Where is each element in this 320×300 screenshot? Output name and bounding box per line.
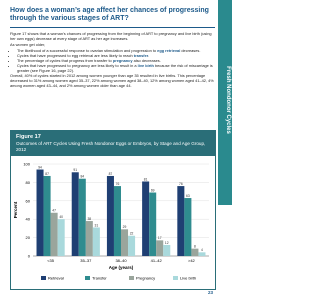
bullet-text: transfer bbox=[133, 53, 149, 58]
legend-swatch bbox=[85, 276, 90, 280]
intro: Figure 17 shows that a woman’s chances o… bbox=[10, 31, 212, 41]
bar bbox=[85, 221, 93, 256]
bar bbox=[43, 175, 51, 256]
data-label: 94 bbox=[38, 165, 42, 169]
bullet: Cycles that have progressed to pregnancy… bbox=[17, 63, 214, 73]
data-label: 17 bbox=[158, 236, 162, 240]
page-number: 23 bbox=[208, 290, 214, 295]
x-tick-label: >42 bbox=[188, 258, 196, 263]
y-tick-label: 100 bbox=[23, 162, 30, 167]
bullet-text: decreases. bbox=[180, 48, 201, 53]
figure-label: Figure 17 bbox=[16, 134, 41, 140]
data-label: 81 bbox=[144, 177, 148, 181]
legend-label: Retrieval bbox=[48, 276, 64, 281]
bullet-text: Cycles that have progressed to egg retri… bbox=[17, 53, 134, 58]
bullet-text: The percentage of cycles that progress f… bbox=[17, 58, 113, 63]
bullet-text: . bbox=[148, 53, 150, 58]
legend-label: Pregnancy bbox=[136, 276, 155, 281]
x-tick-label: 38–40 bbox=[115, 258, 127, 263]
rule bbox=[10, 27, 215, 28]
data-label: 76 bbox=[179, 182, 183, 186]
y-axis-label: Percent bbox=[13, 201, 18, 218]
data-label: 76 bbox=[116, 182, 120, 186]
y-tick-label: 40 bbox=[26, 217, 31, 222]
bar bbox=[184, 198, 192, 256]
data-label: 69 bbox=[151, 188, 155, 192]
bullet-text: also decreases. bbox=[132, 58, 161, 63]
bullet-text: Cycles that have progressed to pregnancy… bbox=[17, 63, 138, 68]
y-tick-label: 20 bbox=[26, 235, 31, 240]
page-title: How does a woman’s age affect her chance… bbox=[10, 7, 209, 22]
x-axis-label: Age (years) bbox=[109, 265, 134, 270]
bullet-text: The likelihood of a successful response … bbox=[17, 48, 158, 53]
bar bbox=[142, 181, 150, 256]
data-label: 84 bbox=[80, 175, 84, 179]
side-tab bbox=[218, 0, 232, 205]
bar bbox=[163, 244, 171, 256]
bar bbox=[113, 186, 121, 256]
legend-swatch bbox=[129, 276, 134, 280]
bar bbox=[106, 175, 114, 256]
bar bbox=[198, 252, 206, 256]
bar bbox=[50, 212, 58, 256]
data-label: 8 bbox=[194, 244, 196, 248]
bar bbox=[191, 248, 199, 256]
side-tab-text: Fresh Nondonor Cycles bbox=[225, 66, 231, 134]
data-label: 87 bbox=[109, 172, 113, 176]
page: How does a woman’s age affect her chance… bbox=[0, 0, 232, 300]
bar bbox=[78, 178, 86, 256]
data-label: 31 bbox=[95, 223, 99, 227]
body-text: Figure 17 shows that a woman’s chances o… bbox=[10, 31, 214, 89]
legend-swatch bbox=[173, 276, 178, 280]
bullet: The likelihood of a successful response … bbox=[17, 48, 214, 53]
lead: As women get older, bbox=[10, 42, 46, 47]
figure-header: Figure 17 Outcomes of ART Cycles Using F… bbox=[11, 131, 215, 156]
y-tick-label: 80 bbox=[26, 180, 31, 185]
chart: Percent020406080100<359487474035–3791843… bbox=[13, 162, 209, 281]
data-label: 4 bbox=[201, 248, 203, 252]
bar bbox=[156, 240, 164, 256]
legend-label: Live birth bbox=[180, 276, 196, 281]
data-label: 87 bbox=[45, 172, 49, 176]
x-tick-label: 35–37 bbox=[80, 258, 92, 263]
bullet-text: because the risk of miscarriage is great… bbox=[17, 63, 213, 73]
legend-label: Transfer bbox=[92, 276, 107, 281]
bar bbox=[121, 229, 129, 256]
figure-title: Outcomes of ART Cycles Using Fresh Nondo… bbox=[16, 141, 206, 152]
closing: Overall, 40% of cycles started in 2012 a… bbox=[10, 73, 214, 88]
bullet-text: egg retrieval bbox=[157, 48, 181, 53]
bullet: The percentage of cycles that progress f… bbox=[17, 58, 214, 63]
bar bbox=[36, 169, 44, 256]
data-label: 29 bbox=[123, 225, 127, 229]
data-label: 12 bbox=[165, 241, 169, 245]
bar bbox=[57, 219, 65, 256]
bar bbox=[71, 172, 79, 256]
data-label: 47 bbox=[52, 209, 56, 213]
y-tick-label: 60 bbox=[26, 198, 31, 203]
bar bbox=[128, 235, 136, 256]
side-tab-text-box: Fresh Nondonor Cycles bbox=[225, 66, 231, 134]
data-label: 38 bbox=[87, 217, 91, 221]
figure: Figure 17 Outcomes of ART Cycles Using F… bbox=[10, 130, 216, 290]
bar bbox=[149, 192, 157, 256]
bullet-text: pregnancy bbox=[112, 58, 133, 63]
y-tick-label: 0 bbox=[28, 254, 31, 259]
x-tick-label: 41–42 bbox=[151, 258, 163, 263]
data-label: 22 bbox=[130, 232, 134, 236]
x-tick-label: <35 bbox=[47, 258, 55, 263]
bar bbox=[177, 186, 185, 256]
bullet: Cycles that have progressed to egg retri… bbox=[17, 53, 214, 58]
legend-swatch bbox=[41, 276, 46, 280]
bullets: The likelihood of a successful response … bbox=[10, 48, 214, 73]
data-label: 40 bbox=[59, 215, 63, 219]
bar bbox=[92, 227, 100, 256]
data-label: 63 bbox=[186, 194, 190, 198]
bullet-text: live birth bbox=[137, 63, 154, 68]
data-label: 91 bbox=[73, 168, 77, 172]
